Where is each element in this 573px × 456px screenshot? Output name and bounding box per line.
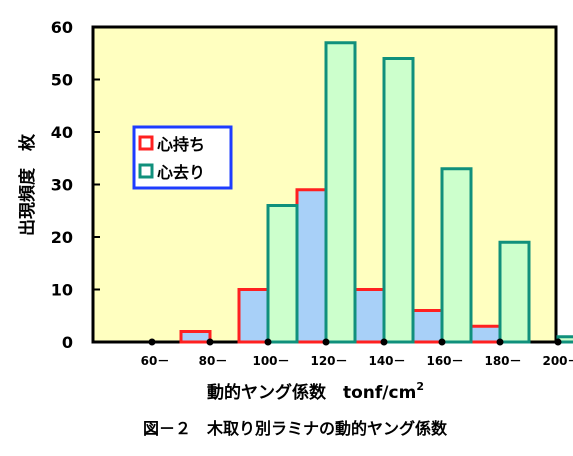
baseline-marker-2	[264, 338, 272, 346]
y-tick-label-4: 40	[51, 123, 73, 142]
baseline-marker-4	[380, 338, 388, 346]
bar-noheart-6	[498, 240, 531, 344]
bar-noheart-5	[440, 167, 473, 344]
baseline-markers	[148, 338, 562, 346]
bar-heart-3	[295, 188, 328, 344]
x-axis-ticks: 60－ 80－ 100－ 120－ 140－ 160－ 180－ 200－	[141, 354, 573, 368]
bar-noheart-2	[266, 204, 299, 344]
x-tick-label-4: 140－	[368, 354, 405, 368]
x-tick-label-5: 160－	[426, 354, 463, 368]
x-tick-label-0: 60－	[141, 354, 170, 368]
x-tick-label-6: 180－	[484, 354, 521, 368]
bar-heart-2	[237, 288, 270, 344]
bar-heart-1	[179, 330, 212, 344]
series-noheart-bars	[266, 41, 573, 344]
baseline-marker-5	[438, 338, 446, 346]
y-tick-label-3: 30	[51, 176, 73, 195]
baseline-marker-0	[148, 338, 156, 346]
y-tick-label-0: 0	[62, 333, 73, 352]
x-axis-label-text: 動的ヤング係数 tonf/cm	[207, 382, 416, 403]
plot-area	[91, 25, 573, 346]
y-tick-label-6: 60	[51, 18, 73, 37]
baseline-marker-3	[322, 338, 330, 346]
legend-swatch-heart	[138, 135, 154, 151]
x-tick-label-2: 100－	[252, 354, 289, 368]
baseline-marker-1	[206, 338, 214, 346]
bar-noheart-4	[382, 57, 415, 344]
legend-swatch-noheart	[138, 163, 154, 179]
bar-heart-5	[411, 309, 444, 344]
bar-heart-4	[353, 288, 386, 344]
legend-label-heart: 心持ち	[157, 135, 205, 154]
x-tick-label-1: 80－	[199, 354, 228, 368]
x-axis-label: 動的ヤング係数 tonf/cm2	[207, 380, 424, 403]
baseline-marker-7	[554, 338, 562, 346]
x-tick-label-7: 200－	[542, 354, 573, 368]
bar-heart-6	[469, 324, 502, 344]
baseline-marker-6	[496, 338, 504, 346]
bar-noheart-3	[324, 41, 357, 344]
x-tick-label-3: 120－	[310, 354, 347, 368]
y-axis-label: 出現頻度 枚	[17, 133, 38, 236]
legend: 心持ち 心去り	[132, 125, 233, 190]
x-axis-label-superscript: 2	[416, 380, 424, 393]
y-axis-ticks: 0 10 20 30 40 50 60	[51, 18, 100, 352]
legend-label-noheart: 心去り	[157, 163, 205, 182]
figure-caption: 図－２ 木取り別ラミナの動的ヤング係数	[143, 419, 448, 438]
y-tick-label-5: 50	[51, 71, 73, 90]
y-tick-label-1: 10	[51, 281, 73, 300]
y-tick-label-2: 20	[51, 228, 73, 247]
